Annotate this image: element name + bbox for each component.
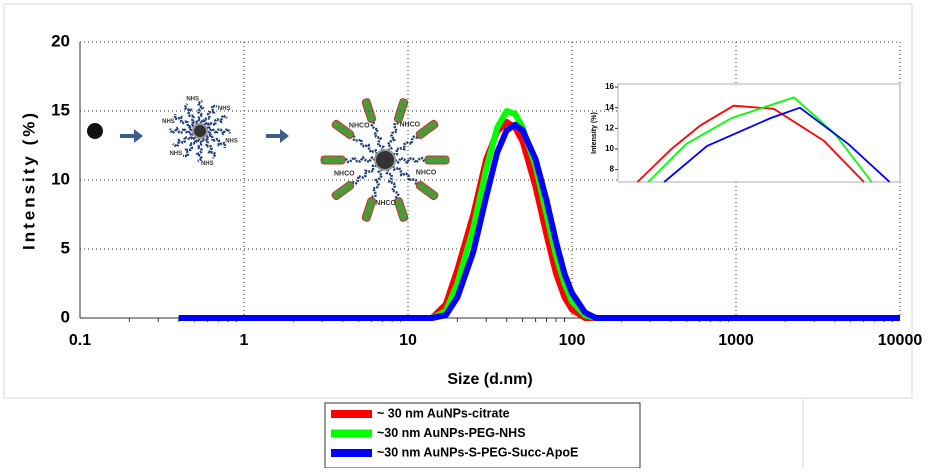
strand-label: NHCO bbox=[349, 122, 370, 129]
series-line bbox=[663, 106, 891, 183]
nanoparticle-peg: NHS NHS NHS NHS NHS NHS bbox=[162, 96, 238, 166]
strand-label: NHCO bbox=[375, 200, 396, 207]
protein-icon bbox=[393, 98, 409, 123]
legend-label: ~30 nm AuNPs-S-PEG-Succ-ApoE bbox=[377, 445, 578, 459]
y-tick-label: 14 bbox=[605, 103, 614, 112]
x-axis-label: Size (d.nm) bbox=[447, 371, 532, 388]
particle-icon bbox=[87, 123, 103, 139]
peg-strand bbox=[195, 137, 204, 163]
chart-frame bbox=[3, 3, 913, 399]
arrow-icon bbox=[120, 129, 143, 143]
protein-icon bbox=[415, 119, 439, 140]
peg-strand bbox=[204, 133, 227, 149]
y-tick-label: 0 bbox=[61, 307, 70, 326]
series-line bbox=[178, 108, 900, 321]
peg-strand bbox=[343, 155, 376, 164]
peg-strand bbox=[370, 168, 384, 199]
y-axis-label: Intensity (%) bbox=[591, 112, 598, 154]
peg-strand bbox=[386, 121, 400, 152]
peg-strand bbox=[196, 99, 205, 125]
strand-label: NHS bbox=[162, 119, 175, 125]
peg-strand bbox=[206, 127, 232, 136]
protein-icon bbox=[415, 180, 439, 201]
arrow-icon bbox=[266, 129, 289, 143]
peg-strand bbox=[173, 113, 196, 129]
peg-strand bbox=[385, 169, 400, 200]
legend-label: ~30 nm AuNPs-PEG-NHS bbox=[377, 426, 526, 440]
x-tick-label: 10 bbox=[399, 332, 417, 349]
illustration: NHS NHS NHS NHS NHS NHS NHCO NHCO NHCO NHCO NHCO bbox=[87, 96, 450, 222]
strand-label: NHCO bbox=[399, 122, 420, 129]
y-tick-label: 12 bbox=[605, 123, 614, 132]
y-tick-label: 16 bbox=[605, 82, 614, 91]
peg-strand bbox=[205, 113, 228, 130]
inset-frame bbox=[617, 83, 901, 183]
protein-icon bbox=[393, 197, 409, 222]
strand-label: NHS bbox=[225, 138, 238, 144]
strand-label: NHS bbox=[218, 106, 231, 112]
gold-core bbox=[374, 149, 396, 171]
y-tick-label: 10 bbox=[51, 169, 70, 188]
y-tick-label: 10 bbox=[605, 144, 614, 153]
series-line bbox=[178, 119, 900, 321]
strand-label: NHCO bbox=[416, 170, 437, 177]
strand-label: NHS bbox=[169, 151, 182, 157]
peg-strand bbox=[393, 135, 420, 156]
y-tick-label: 8 bbox=[610, 165, 615, 174]
protein-icon bbox=[361, 197, 377, 222]
peg-strand bbox=[350, 164, 377, 185]
gold-core bbox=[192, 123, 208, 139]
series-line bbox=[636, 104, 865, 183]
y-tick-label: 5 bbox=[61, 238, 70, 257]
x-tick-label: 0.1 bbox=[69, 332, 91, 349]
protein-icon bbox=[331, 119, 355, 140]
x-tick-label: 10000 bbox=[878, 332, 923, 349]
peg-strand bbox=[182, 135, 198, 158]
strand-label: NHCO bbox=[334, 171, 355, 178]
x-tick-label: 100 bbox=[559, 332, 586, 349]
x-tick-label: 1000 bbox=[718, 332, 754, 349]
peg-strand bbox=[394, 156, 427, 165]
series-line bbox=[178, 121, 900, 321]
nanoparticle-apoe: NHCO NHCO NHCO NHCO NHCO bbox=[320, 98, 450, 222]
peg-strand bbox=[172, 132, 195, 149]
legend-label: ~ 30 nm AuNPs-citrate bbox=[377, 406, 510, 420]
strand-label: NHS bbox=[201, 161, 214, 167]
peg-strand bbox=[202, 104, 218, 127]
peg-strand bbox=[182, 103, 199, 126]
peg-strand bbox=[352, 134, 379, 155]
y-axis-label: Intensity (%) bbox=[19, 110, 38, 250]
x-tick-label: 1 bbox=[240, 332, 249, 349]
y-tick-label: 15 bbox=[51, 100, 70, 119]
peg-strand bbox=[391, 165, 418, 186]
protein-icon bbox=[424, 155, 450, 165]
protein-icon bbox=[331, 180, 355, 201]
series-line bbox=[647, 96, 873, 183]
strand-label: NHS bbox=[186, 96, 199, 102]
peg-strand bbox=[168, 126, 194, 135]
y-tick-label: 20 bbox=[51, 31, 70, 50]
peg-strand bbox=[370, 120, 385, 151]
protein-icon bbox=[320, 155, 346, 165]
peg-strand bbox=[201, 136, 218, 159]
legend-box bbox=[324, 402, 641, 469]
